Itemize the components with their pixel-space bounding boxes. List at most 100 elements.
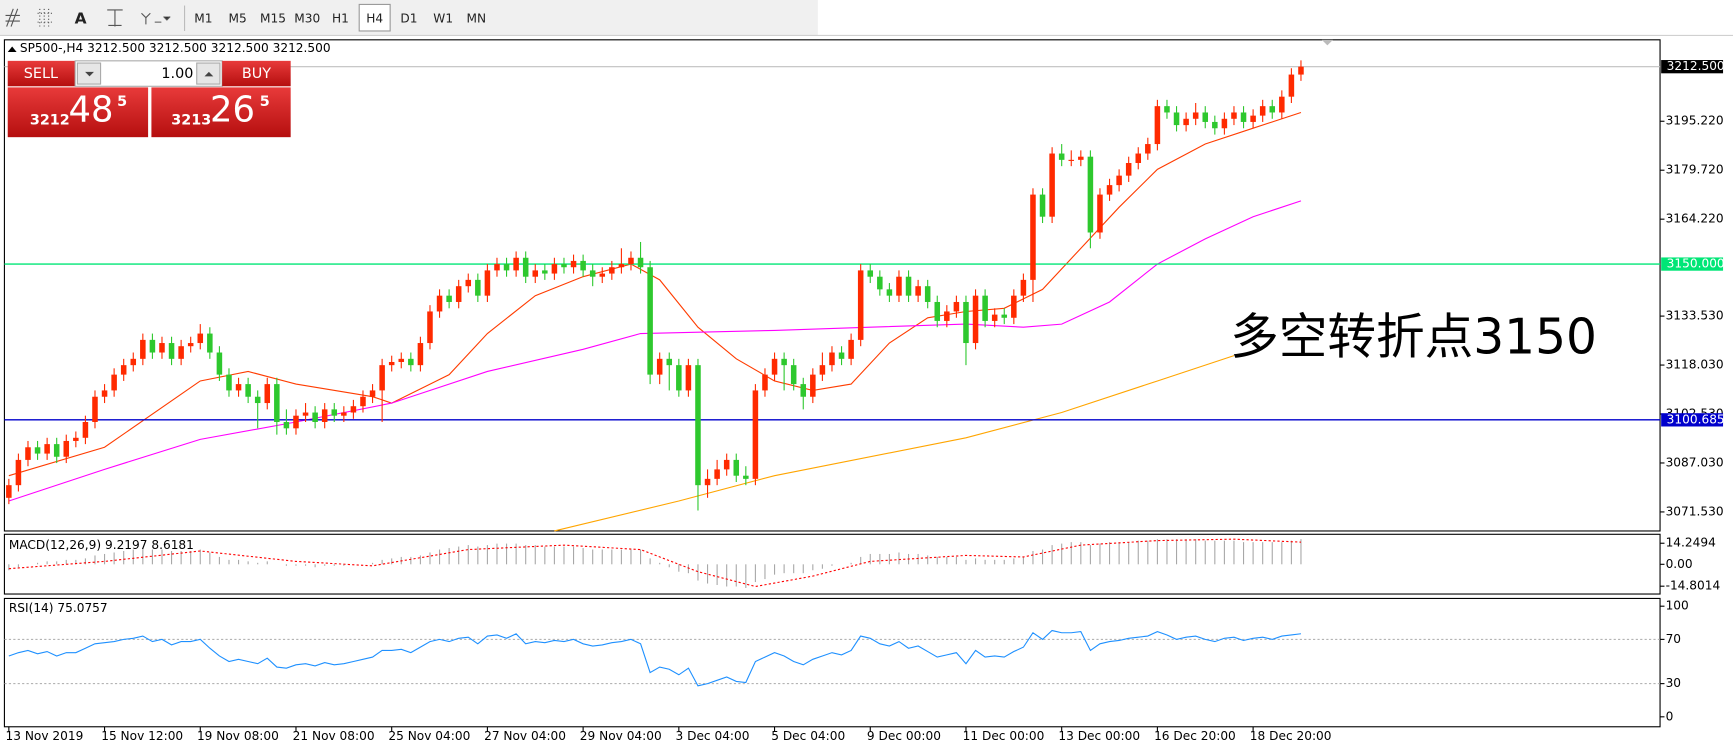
candle-body bbox=[1212, 121, 1218, 129]
x-tick-label: 19 Nov 08:00 bbox=[197, 729, 279, 743]
candle-body bbox=[82, 422, 89, 438]
candle-body bbox=[388, 361, 395, 366]
timeframe-button[interactable]: M30 bbox=[294, 11, 320, 25]
candle-body bbox=[733, 459, 740, 476]
candle-body bbox=[216, 352, 223, 375]
candle-body bbox=[1039, 194, 1046, 217]
candle-body bbox=[1125, 163, 1132, 176]
candle-body bbox=[130, 358, 137, 366]
candle-body bbox=[1192, 112, 1199, 119]
timeframe-button[interactable]: H1 bbox=[332, 11, 349, 25]
candle-body bbox=[455, 286, 462, 302]
candle-body bbox=[1154, 106, 1161, 145]
bid-price-box[interactable] bbox=[7, 87, 149, 138]
macd-signal bbox=[8, 538, 1301, 588]
x-tick-label: 29 Nov 04:00 bbox=[580, 729, 662, 743]
candle-body bbox=[637, 257, 644, 268]
icon-arrows[interactable] bbox=[141, 12, 162, 25]
buy-button[interactable] bbox=[222, 60, 291, 87]
candle-body bbox=[1173, 112, 1180, 126]
candle-body bbox=[1135, 153, 1142, 164]
annotation: 多空转折点3150 bbox=[1230, 310, 1597, 366]
candle-body bbox=[398, 358, 405, 362]
candle-body bbox=[790, 365, 797, 385]
x-tick-label: 16 Dec 20:00 bbox=[1154, 729, 1236, 743]
y-tick-label: 3179.720 bbox=[1666, 163, 1724, 177]
candle-body bbox=[369, 390, 376, 397]
candle-body bbox=[187, 343, 194, 347]
candle-body bbox=[810, 374, 816, 397]
candle-body bbox=[886, 289, 893, 296]
candle-body bbox=[589, 270, 596, 277]
candle-body bbox=[666, 358, 673, 366]
candle-body bbox=[972, 295, 979, 344]
collapse-arrow[interactable] bbox=[7, 46, 17, 52]
candle-body bbox=[379, 365, 385, 391]
candle-body bbox=[1116, 175, 1122, 186]
x-tick-label: 13 Nov 2019 bbox=[6, 729, 84, 743]
candle-body bbox=[321, 409, 328, 423]
timeframe-button[interactable]: M1 bbox=[194, 11, 212, 25]
bid-pips: 48 bbox=[69, 90, 114, 131]
ask-big-figure: 3213 bbox=[171, 113, 211, 129]
y-tick-label: 3195.220 bbox=[1666, 114, 1724, 128]
rsi-panel-frame bbox=[3, 597, 1661, 728]
main-plot: 3195.220 3179.720 3164.220 3133.530 3118.030… bbox=[4, 59, 1725, 743]
x-tick-label: 3 Dec 04:00 bbox=[676, 729, 750, 743]
candle-body bbox=[532, 270, 539, 277]
timeframe-button[interactable]: M15 bbox=[260, 11, 286, 25]
icon-dropdown[interactable] bbox=[163, 16, 171, 21]
candle-body bbox=[1298, 66, 1304, 75]
timeframe-button[interactable]: M5 bbox=[229, 11, 247, 25]
candle-body bbox=[609, 267, 615, 274]
sell-button[interactable] bbox=[7, 60, 76, 87]
candle-body bbox=[1183, 118, 1189, 126]
main-panel-frame bbox=[3, 39, 1661, 532]
y-tick-label: 3133.530 bbox=[1666, 309, 1724, 323]
candle-body bbox=[522, 257, 529, 277]
bid-fraction: 5 bbox=[117, 94, 127, 110]
timeframe-button[interactable]: MN bbox=[467, 11, 487, 25]
candle-body bbox=[695, 365, 701, 486]
candle-body bbox=[1145, 144, 1151, 154]
level-label: 3100.685 bbox=[1667, 412, 1725, 426]
candle-body bbox=[350, 406, 357, 413]
candle-body bbox=[274, 384, 280, 423]
timeframe-button[interactable]: D1 bbox=[400, 11, 417, 25]
x-tick-label: 21 Nov 08:00 bbox=[293, 729, 375, 743]
x-tick-label: 11 Dec 00:00 bbox=[963, 729, 1045, 743]
candle-body bbox=[197, 333, 204, 344]
shift-marker bbox=[1321, 39, 1333, 46]
y-tick-label: 0.00 bbox=[1666, 557, 1693, 571]
candle-body bbox=[168, 343, 175, 359]
candle-body bbox=[867, 270, 874, 277]
text-tool[interactable]: A bbox=[75, 9, 87, 27]
timeframe-button[interactable]: W1 bbox=[433, 11, 453, 25]
candle-body bbox=[408, 358, 414, 366]
y-tick-label: 14.2494 bbox=[1666, 536, 1717, 550]
level-label: 3150.000 bbox=[1667, 257, 1725, 271]
candle-body bbox=[628, 257, 634, 265]
candle-body bbox=[561, 264, 567, 268]
candle-body bbox=[1068, 159, 1075, 161]
candle-body bbox=[120, 365, 127, 375]
rsi-title: RSI(14) 75.0757 bbox=[9, 601, 108, 615]
candle-body bbox=[877, 276, 883, 290]
ask-price-box[interactable] bbox=[151, 87, 291, 138]
y-tick-label: 3087.030 bbox=[1666, 455, 1724, 469]
volume-down-arrow bbox=[85, 71, 94, 77]
candle-body bbox=[207, 333, 213, 353]
candle-body bbox=[685, 365, 692, 391]
candle-body bbox=[991, 314, 998, 321]
candle-body bbox=[484, 270, 491, 296]
candle-body bbox=[101, 390, 108, 397]
x-tick-label: 15 Nov 12:00 bbox=[101, 729, 183, 743]
timeframe-button[interactable]: H4 bbox=[366, 11, 383, 25]
icon-channel[interactable] bbox=[5, 8, 20, 27]
candle-body bbox=[1288, 74, 1295, 97]
candle-body bbox=[618, 264, 625, 268]
icon-text-label[interactable] bbox=[107, 9, 123, 27]
volume-value: 1.00 bbox=[161, 66, 193, 82]
candle-body bbox=[264, 384, 271, 404]
